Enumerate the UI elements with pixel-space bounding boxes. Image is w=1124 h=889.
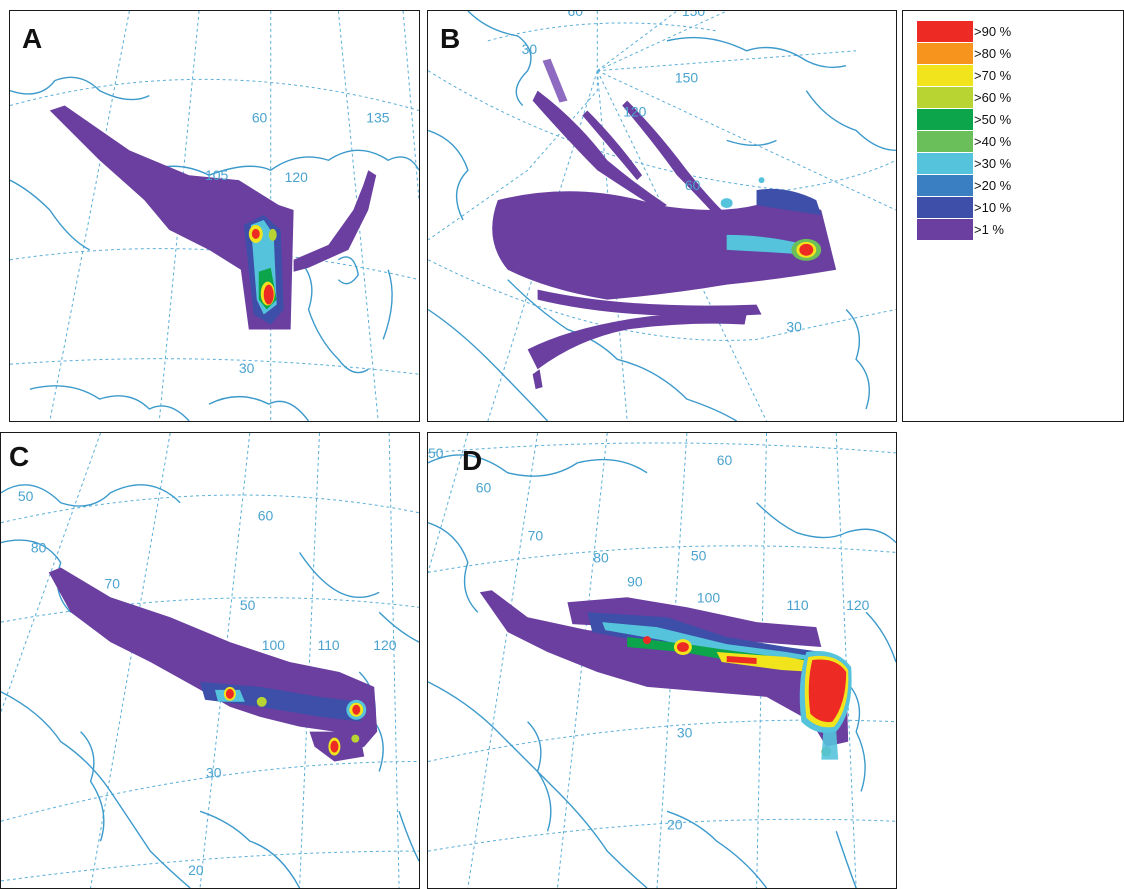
legend-swatch-80 bbox=[917, 43, 973, 64]
grid-label: 120 bbox=[623, 103, 646, 119]
legend-label-20: >20 % bbox=[974, 178, 1012, 193]
grid-label: 150 bbox=[675, 70, 698, 86]
grid-label: 105 bbox=[205, 167, 228, 183]
map-panel-a: 60 105 120 135 30 A bbox=[9, 10, 420, 422]
grid-label: 50 bbox=[691, 547, 707, 563]
legend-row-70: >70 % bbox=[917, 65, 1011, 86]
grid-label: 110 bbox=[317, 637, 339, 653]
legend-row-1: >1 % bbox=[917, 219, 1004, 240]
grid-label: 20 bbox=[667, 816, 683, 832]
legend-row-30: >30 % bbox=[917, 153, 1011, 174]
grid-label: 100 bbox=[697, 589, 720, 605]
grid-label: 110 bbox=[786, 597, 808, 613]
legend-row-20: >20 % bbox=[917, 175, 1011, 196]
legend-label-40: >40 % bbox=[974, 134, 1012, 149]
legend-swatch-30 bbox=[917, 153, 973, 174]
grid-label: 60 bbox=[252, 109, 268, 125]
plume-b bbox=[492, 58, 837, 390]
grid-label: 60 bbox=[476, 480, 492, 496]
grid-label: 20 bbox=[188, 862, 204, 878]
grid-label: 30 bbox=[239, 360, 255, 376]
legend-row-60: >60 % bbox=[917, 87, 1011, 108]
grid-label: 60 bbox=[258, 508, 274, 524]
coastlines bbox=[428, 454, 896, 888]
legend-row-40: >40 % bbox=[917, 131, 1011, 152]
legend-swatch-50 bbox=[917, 109, 973, 130]
legend-swatch-20 bbox=[917, 175, 973, 196]
grid-label: 50 bbox=[18, 488, 34, 504]
legend-label-30: >30 % bbox=[974, 156, 1012, 171]
grid-label: 90 bbox=[627, 573, 643, 589]
grid-label: 70 bbox=[528, 528, 544, 544]
panel-letter: C bbox=[9, 441, 30, 472]
legend-label-80: >80 % bbox=[974, 46, 1012, 61]
grid-label: 120 bbox=[846, 597, 869, 613]
grid-label: 30 bbox=[522, 41, 538, 57]
grid-label: 120 bbox=[285, 169, 308, 185]
legend-swatch-10 bbox=[917, 197, 973, 218]
panel-letter: B bbox=[440, 23, 461, 54]
grid-label: 30 bbox=[677, 725, 693, 741]
legend-label-70: >70 % bbox=[974, 68, 1012, 83]
grid-label: 135 bbox=[366, 109, 389, 125]
legend-row-10: >10 % bbox=[917, 197, 1011, 218]
grid-label: 70 bbox=[105, 575, 121, 591]
map-panel-b: 30 60 150 150 120 60 30 B bbox=[427, 10, 897, 422]
legend-swatch-90 bbox=[917, 21, 973, 42]
legend-label-90: >90 % bbox=[974, 24, 1012, 39]
grid-label: 80 bbox=[593, 549, 609, 565]
legend-row-80: >80 % bbox=[917, 43, 1011, 64]
graticule bbox=[10, 11, 419, 421]
grid-label: 150 bbox=[682, 11, 705, 19]
map-d-canvas: 50 60 60 70 80 50 90 100 110 120 30 20 bbox=[428, 433, 896, 888]
legend-label-10: >10 % bbox=[974, 200, 1012, 215]
grid-label: 80 bbox=[31, 540, 47, 556]
legend-row-90: >90 % bbox=[917, 21, 1011, 42]
plume-c bbox=[48, 567, 378, 762]
coastlines bbox=[1, 484, 419, 888]
legend-label-1: >1 % bbox=[974, 222, 1004, 237]
legend-label-50: >50 % bbox=[974, 112, 1012, 127]
legend-label-60: >60 % bbox=[974, 90, 1012, 105]
grid-label: 50 bbox=[240, 597, 256, 613]
map-b-canvas: 30 60 150 150 120 60 30 bbox=[428, 11, 896, 421]
panel-letter: A bbox=[22, 23, 43, 54]
plume-d bbox=[479, 590, 852, 760]
plume-a bbox=[49, 105, 377, 330]
map-a-canvas: 60 105 120 135 30 bbox=[10, 11, 419, 421]
color-legend: >90 % >80 % >70 % >60 % >50 % >40 % >30 … bbox=[902, 10, 1124, 422]
grid-label: 100 bbox=[262, 637, 285, 653]
coastlines bbox=[428, 11, 896, 421]
grid-label: 60 bbox=[567, 11, 583, 19]
coastlines bbox=[10, 76, 419, 421]
grid-label: 60 bbox=[717, 452, 733, 468]
map-c-canvas: 50 60 80 70 50 100 110 120 30 20 bbox=[1, 433, 419, 888]
legend-row-50: >50 % bbox=[917, 109, 1011, 130]
map-panel-d: 50 60 60 70 80 50 90 100 110 120 30 20 D bbox=[427, 432, 897, 889]
grid-label: 120 bbox=[373, 637, 396, 653]
legend-swatch-60 bbox=[917, 87, 973, 108]
grid-label: 30 bbox=[786, 318, 802, 334]
grid-label: 50 bbox=[428, 445, 444, 461]
grid-label: 30 bbox=[206, 764, 222, 780]
legend-swatch-1 bbox=[917, 219, 973, 240]
panel-letter: D bbox=[462, 445, 483, 476]
map-panel-c: 50 60 80 70 50 100 110 120 30 20 C bbox=[0, 432, 420, 889]
legend-swatch-70 bbox=[917, 65, 973, 86]
grid-label: 60 bbox=[685, 177, 701, 193]
legend-swatch-40 bbox=[917, 131, 973, 152]
